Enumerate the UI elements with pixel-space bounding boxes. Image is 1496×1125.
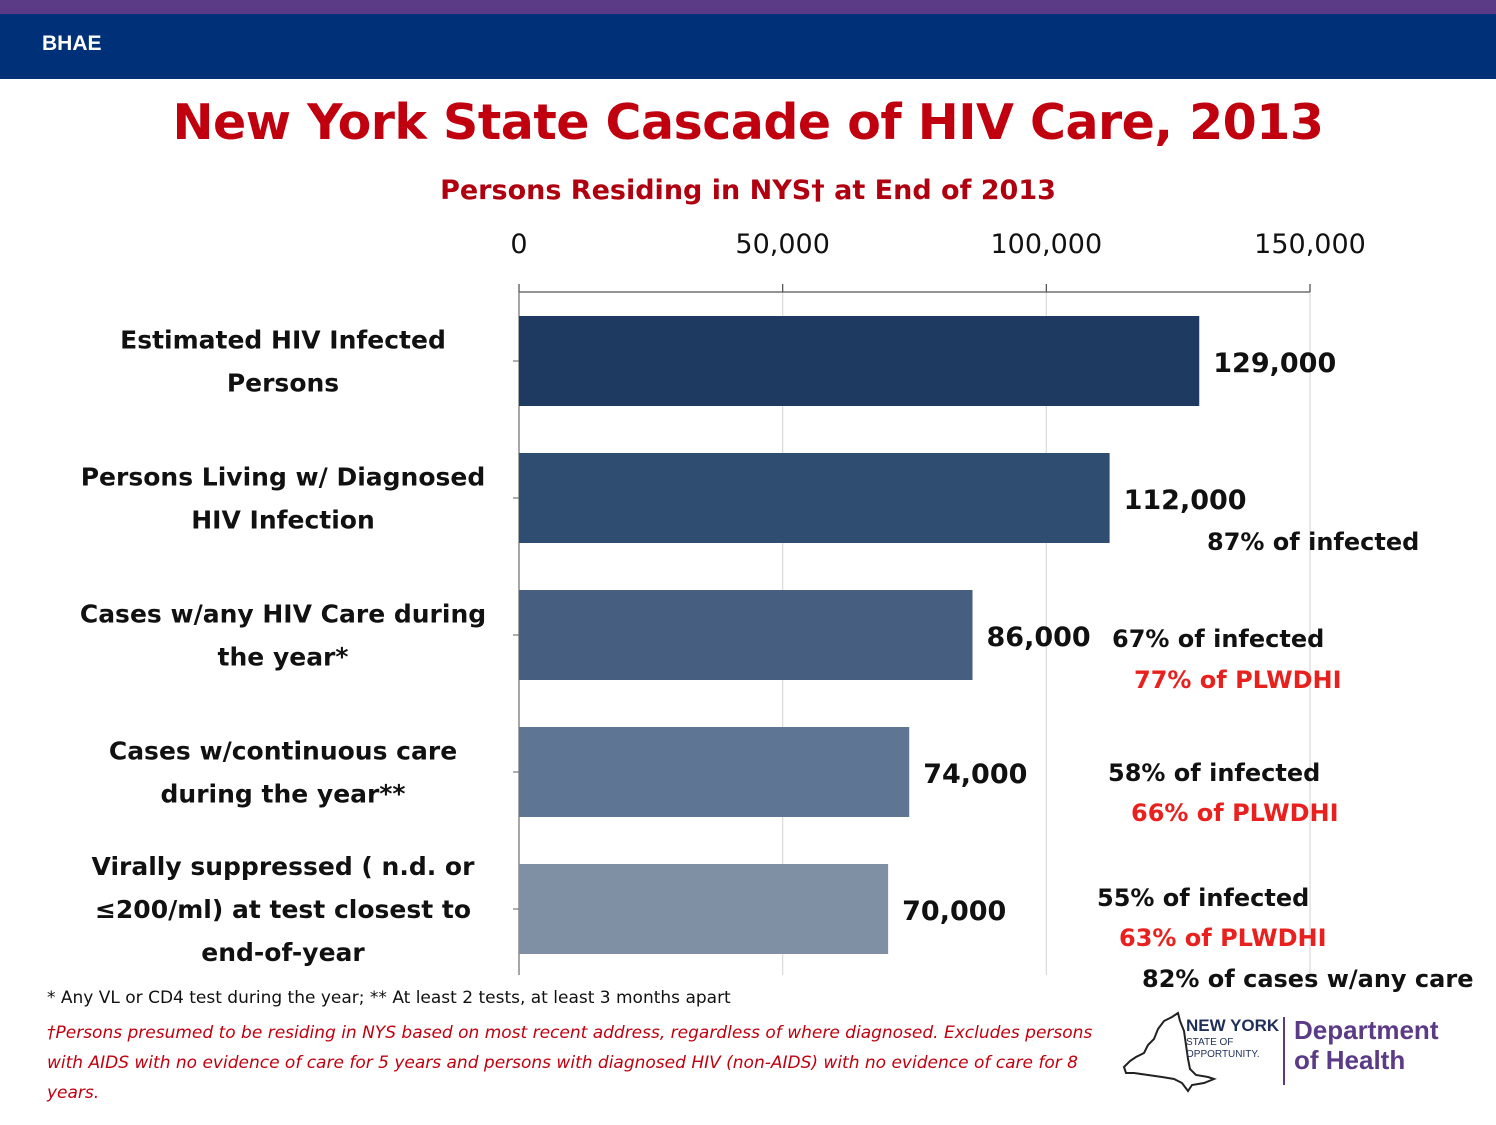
category-label: Cases w/any HIV Care during bbox=[80, 600, 486, 629]
footnote-residence: †Persons presumed to be residing in NYS … bbox=[47, 1023, 1093, 1103]
percentage-annotation: 66% of PLWDHI bbox=[1131, 799, 1339, 827]
category-label: the year* bbox=[218, 643, 349, 672]
category-label: ≤200/ml) at test closest to bbox=[95, 895, 471, 924]
x-tick-label: 100,000 bbox=[991, 229, 1103, 260]
category-label: Persons bbox=[227, 369, 339, 398]
bar bbox=[519, 864, 889, 954]
logo-dept-line1: Department bbox=[1294, 1015, 1439, 1045]
nys-doh-logo: NEW YORK STATE OF OPPORTUNITY. Departmen… bbox=[1122, 1011, 1439, 1093]
category-label: during the year** bbox=[161, 780, 406, 809]
bar bbox=[519, 590, 973, 680]
bar-value-label: 86,000 bbox=[987, 622, 1091, 653]
new-york-state-outline-icon bbox=[1122, 1011, 1217, 1093]
header-label: BHAE bbox=[42, 32, 102, 55]
x-tick-label: 50,000 bbox=[735, 229, 829, 260]
top-accent-bar bbox=[0, 0, 1496, 14]
logo-state-line3: OPPORTUNITY. bbox=[1186, 1049, 1260, 1060]
category-label: Virally suppressed ( n.d. or bbox=[92, 852, 476, 881]
percentage-annotation: 82% of cases w/any care bbox=[1142, 965, 1473, 993]
x-tick-label: 0 bbox=[510, 229, 527, 260]
footnote-tests: * Any VL or CD4 test during the year; **… bbox=[47, 988, 731, 1008]
chart-title: New York State Cascade of HIV Care, 2013 bbox=[172, 94, 1324, 151]
bar bbox=[519, 453, 1110, 543]
category-label: Persons Living w/ Diagnosed bbox=[81, 463, 486, 492]
percentage-annotation: 63% of PLWDHI bbox=[1119, 924, 1327, 952]
bar-value-label: 70,000 bbox=[902, 896, 1006, 927]
percentage-annotation: 77% of PLWDHI bbox=[1134, 666, 1342, 694]
bar bbox=[519, 316, 1200, 406]
logo-dept-line2: of Health bbox=[1294, 1045, 1405, 1075]
percentage-annotation: 67% of infected bbox=[1112, 625, 1324, 653]
bar-value-label: 112,000 bbox=[1124, 485, 1247, 516]
category-label: end-of-year bbox=[201, 938, 365, 967]
percentage-annotation: 58% of infected bbox=[1108, 759, 1320, 787]
chart-subtitle: Persons Residing in NYS† at End of 2013 bbox=[440, 175, 1056, 206]
category-label: Estimated HIV Infected bbox=[120, 326, 446, 355]
logo-state-line1: NEW YORK bbox=[1186, 1016, 1280, 1035]
percentage-annotation: 87% of infected bbox=[1207, 528, 1419, 556]
category-label: HIV Infection bbox=[191, 506, 375, 535]
bar bbox=[519, 727, 910, 817]
percentage-annotation: 55% of infected bbox=[1097, 884, 1309, 912]
x-tick-label: 150,000 bbox=[1254, 229, 1366, 260]
header-bar: BHAE bbox=[0, 14, 1496, 79]
category-label: Cases w/continuous care bbox=[109, 737, 457, 766]
bar-value-label: 74,000 bbox=[923, 759, 1027, 790]
logo-state-line2: STATE OF bbox=[1186, 1037, 1233, 1048]
bar-value-label: 129,000 bbox=[1213, 348, 1336, 379]
